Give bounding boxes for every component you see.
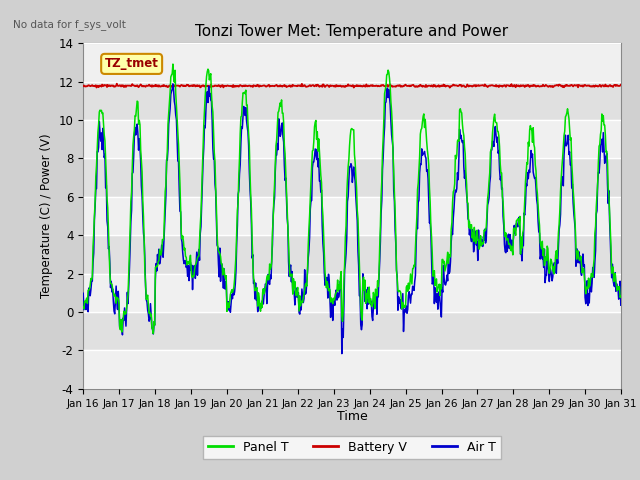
Panel T xyxy=(243,103,250,108)
Air T xyxy=(269,242,276,248)
Air T xyxy=(439,289,447,295)
Battery V xyxy=(617,82,625,88)
Air T xyxy=(409,283,417,289)
Battery V xyxy=(408,83,416,88)
Battery V xyxy=(242,83,250,89)
Panel T xyxy=(290,276,298,282)
Line: Battery V: Battery V xyxy=(83,84,621,88)
Battery V xyxy=(113,81,121,86)
Panel T xyxy=(79,304,87,310)
Bar xyxy=(83,350,621,389)
Bar xyxy=(83,43,621,82)
Bar xyxy=(83,274,621,312)
Air T xyxy=(169,81,177,87)
Bar xyxy=(83,197,621,235)
Air T xyxy=(242,105,250,110)
Title: Tonzi Tower Met: Temperature and Power: Tonzi Tower Met: Temperature and Power xyxy=(195,24,509,39)
Battery V xyxy=(143,83,151,89)
Air T xyxy=(338,351,346,357)
Battery V xyxy=(79,83,87,89)
X-axis label: Time: Time xyxy=(337,410,367,423)
Line: Air T: Air T xyxy=(83,84,621,354)
Battery V xyxy=(289,82,296,88)
Panel T xyxy=(409,266,417,272)
Battery V xyxy=(269,83,276,89)
Panel T xyxy=(439,256,447,262)
Air T xyxy=(289,288,296,294)
Panel T xyxy=(143,297,150,302)
Panel T xyxy=(269,216,277,222)
Panel T xyxy=(150,331,157,336)
Battery V xyxy=(446,85,454,91)
Bar xyxy=(83,120,621,158)
Panel T xyxy=(169,61,177,67)
Air T xyxy=(143,297,150,303)
Battery V xyxy=(438,83,446,89)
Text: No data for f_sys_volt: No data for f_sys_volt xyxy=(13,19,126,30)
Panel T xyxy=(617,293,625,299)
Legend: Panel T, Battery V, Air T: Panel T, Battery V, Air T xyxy=(203,435,501,458)
Text: TZ_tmet: TZ_tmet xyxy=(105,58,159,71)
Line: Panel T: Panel T xyxy=(83,64,621,334)
Air T xyxy=(617,302,625,308)
Air T xyxy=(79,290,87,296)
Y-axis label: Temperature (C) / Power (V): Temperature (C) / Power (V) xyxy=(40,134,53,298)
